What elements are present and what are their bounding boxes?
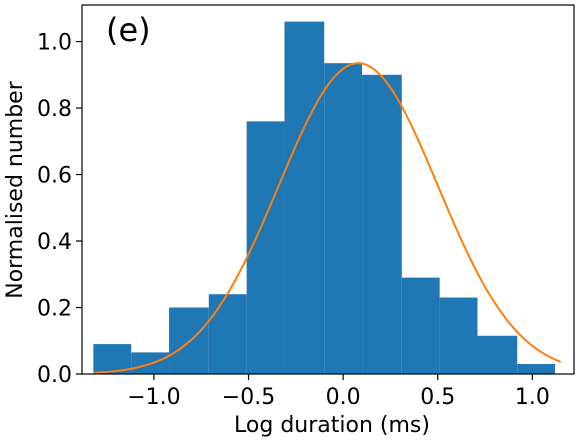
x-tick-label: 0.0 (326, 385, 361, 410)
fit-curve (93, 62, 562, 374)
x-axis-ticks: −1.0 −0.5 0.0 0.5 1.0 (127, 374, 550, 410)
plot-frame (81, 4, 575, 375)
y-tick-label: 0.4 (37, 230, 72, 255)
histogram-bar (324, 63, 363, 375)
y-tick-label: 0.0 (37, 363, 72, 388)
histogram-bar (208, 294, 247, 374)
y-axis-title: Normalised number (3, 80, 28, 298)
y-tick-label: 0.6 (37, 164, 72, 189)
y-axis-ticks: 0.0 0.2 0.4 0.6 0.8 1.0 (37, 31, 82, 388)
x-axis-title: Log duration (ms) (234, 413, 430, 438)
fit-curve-layer (93, 62, 562, 374)
histogram-bar (246, 121, 285, 374)
histogram-bar (477, 335, 518, 374)
y-tick-label: 0.2 (37, 297, 72, 322)
histogram-bar (517, 364, 556, 374)
x-tick-label: −1.0 (127, 385, 180, 410)
y-tick-label: 0.8 (37, 97, 72, 122)
y-tick-label: 1.0 (37, 31, 72, 56)
x-tick-label: 0.5 (420, 385, 455, 410)
x-tick-label: 1.0 (515, 385, 550, 410)
histogram-bar (401, 277, 440, 374)
panel-label: (e) (106, 11, 151, 49)
histogram-bar (439, 297, 478, 374)
x-tick-label: −0.5 (222, 385, 275, 410)
histogram-bars (93, 21, 556, 375)
histogram-bar (284, 21, 325, 375)
histogram-bar (362, 74, 402, 374)
